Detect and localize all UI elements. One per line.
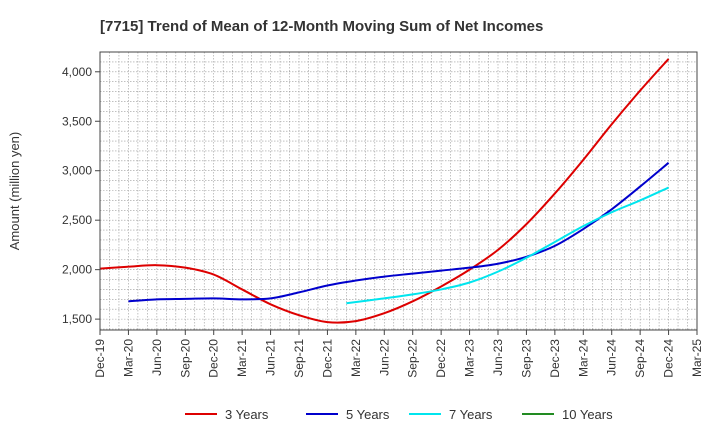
x-tick-label: Jun-20 [150, 339, 164, 376]
x-tick-label: Dec-22 [434, 339, 448, 378]
x-tick-label: Mar-22 [349, 339, 363, 377]
y-tick-label: 4,000 [62, 65, 92, 79]
series-lines [99, 58, 670, 324]
series-line-7-years [346, 186, 669, 305]
x-tick-label: Mar-23 [463, 339, 477, 377]
x-tick-label: Dec-19 [93, 339, 107, 378]
y-axis-label: Amount (million yen) [7, 132, 22, 251]
x-axis-ticks: Dec-19 Mar-20 Jun-20 Sep-20 Dec-20 Mar-21 Jun-… [93, 330, 704, 378]
legend-label: 5 Years [346, 407, 390, 422]
y-axis-ticks: 1,500 2,000 2,500 3,000 3,500 4,000 [62, 65, 100, 326]
x-tick-label: Sep-24 [633, 339, 647, 378]
x-tick-label: Mar-21 [235, 339, 249, 377]
y-tick-label: 2,500 [62, 213, 92, 227]
x-tick-label: Sep-22 [406, 339, 420, 378]
x-tick-label: Mar-24 [576, 339, 590, 377]
legend-label: 3 Years [225, 407, 269, 422]
y-tick-label: 3,500 [62, 114, 92, 128]
x-tick-label: Mar-20 [121, 339, 135, 377]
x-tick-label: Dec-20 [207, 339, 221, 378]
y-tick-label: 2,000 [62, 263, 92, 277]
plot-background [100, 52, 697, 330]
x-tick-label: Sep-20 [178, 339, 192, 378]
legend-label: 7 Years [449, 407, 493, 422]
series-line-5-years [128, 162, 670, 303]
legend: 3 Years 5 Years 7 Years 10 Years [185, 407, 613, 422]
grid-lines [99, 51, 698, 330]
x-tick-label: Jun-21 [264, 339, 278, 376]
x-tick-label: Sep-23 [519, 339, 533, 378]
x-tick-label: Jun-24 [605, 339, 619, 376]
legend-label: 10 Years [562, 407, 613, 422]
x-tick-label: Jun-23 [491, 339, 505, 376]
x-tick-label: Dec-23 [548, 339, 562, 378]
x-tick-label: Dec-24 [662, 339, 676, 378]
plot-border [99, 51, 698, 331]
x-tick-label: Jun-22 [377, 339, 391, 376]
y-tick-label: 3,000 [62, 164, 92, 178]
chart-title: [7715] Trend of Mean of 12-Month Moving … [100, 18, 543, 35]
plot-area [99, 51, 698, 331]
x-tick-label: Dec-21 [320, 339, 334, 378]
x-tick-label: Sep-21 [292, 339, 306, 378]
y-tick-label: 1,500 [62, 312, 92, 326]
x-tick-label: Mar-25 [690, 339, 704, 377]
series-line-3-years [99, 58, 670, 324]
